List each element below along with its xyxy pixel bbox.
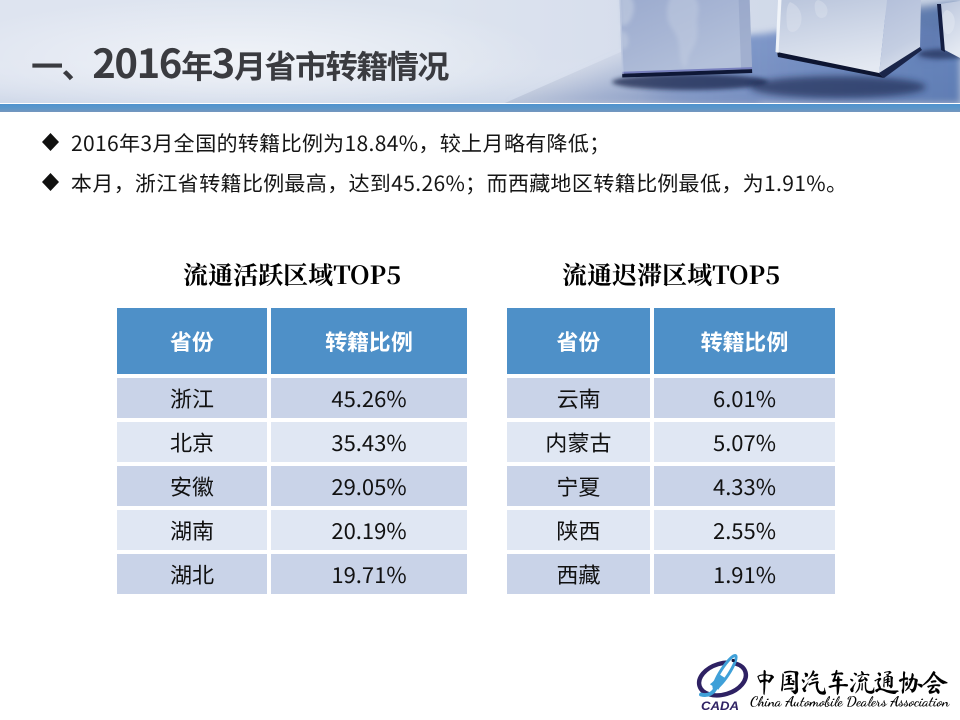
- svg-text:CADA: CADA: [701, 701, 739, 713]
